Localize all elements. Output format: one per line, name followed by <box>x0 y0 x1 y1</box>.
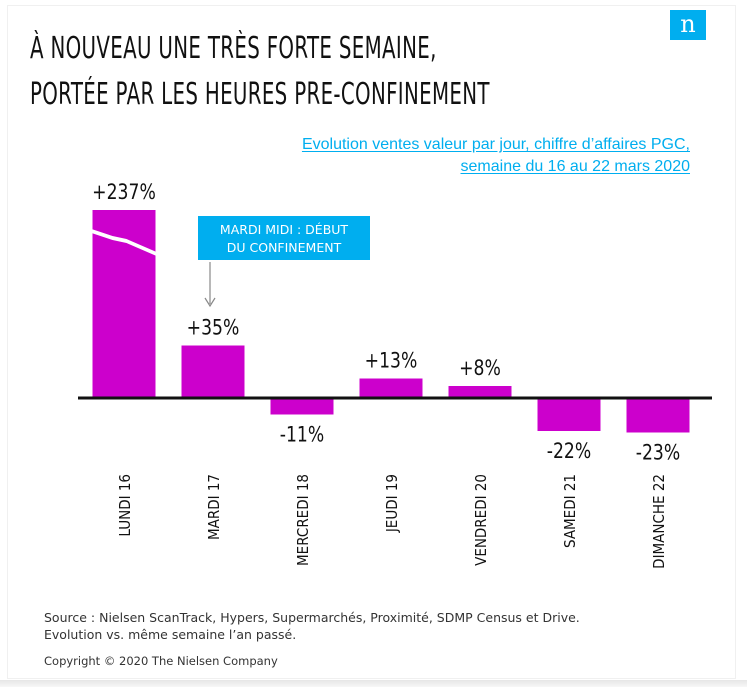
value-label: +237% <box>92 179 156 204</box>
value-label: -23% <box>636 440 680 465</box>
value-label: +35% <box>187 315 240 340</box>
callout-line-2: DU CONFINEMENT <box>226 240 342 255</box>
category-label: MERCREDI 18 <box>295 474 312 566</box>
value-label: -11% <box>280 422 324 447</box>
category-label: VENDREDI 20 <box>473 474 490 566</box>
category-labels-group: LUNDI 16 MARDI 17 MERCREDI 18 JEUDI 19 VENDR… <box>117 474 668 569</box>
bar-jeudi-19 <box>359 378 423 398</box>
category-label: SAMEDI 21 <box>562 474 579 548</box>
bar-mercredi-18 <box>270 398 334 415</box>
subtitle-line-2[interactable]: semaine du 16 au 22 mars 2020 <box>460 158 690 175</box>
callout-lockdown: MARDI MIDI : DÉBUT DU CONFINEMENT <box>198 216 370 260</box>
bar-samedi-21 <box>537 398 601 431</box>
bar-vendredi-20 <box>448 386 512 398</box>
value-label: +13% <box>365 348 418 373</box>
copyright-text: Copyright © 2020 The Nielsen Company <box>44 654 278 668</box>
value-label: +8% <box>459 355 501 380</box>
value-label: -22% <box>547 438 591 463</box>
card-shadow <box>0 680 747 687</box>
axis-break-mark <box>91 229 157 256</box>
chart-title-line-1: À NOUVEAU UNE TRÈS FORTE SEMAINE, <box>30 31 437 66</box>
category-label: MARDI 17 <box>206 474 223 540</box>
chart-title-line-2: PORTÉE PAR LES HEURES PRE-CONFINEMENT <box>30 77 490 112</box>
bar-mardi-17 <box>181 345 245 398</box>
chart-subtitle[interactable]: Evolution ventes valeur par jour, chiffr… <box>190 134 690 178</box>
bars-group <box>91 210 690 433</box>
callout-arrow <box>204 262 216 308</box>
callout-line-1: MARDI MIDI : DÉBUT <box>219 222 349 237</box>
nielsen-logo-icon: n <box>670 10 706 40</box>
value-labels-group: +237% +35% -11% +13% +8% -22% -23% <box>92 179 680 465</box>
bar-dimanche-22 <box>626 398 690 433</box>
category-label: DIMANCHE 22 <box>651 474 668 569</box>
source-line-1: Source : Nielsen ScanTrack, Hypers, Supe… <box>44 610 580 625</box>
category-label: JEUDI 19 <box>384 474 401 533</box>
bar-lundi-16 <box>92 210 156 398</box>
source-line-2: Evolution vs. même semaine l’an passé. <box>44 627 297 642</box>
category-label: LUNDI 16 <box>117 474 134 537</box>
source-note: Source : Nielsen ScanTrack, Hypers, Supe… <box>44 609 694 643</box>
subtitle-line-1[interactable]: Evolution ventes valeur par jour, chiffr… <box>301 136 690 153</box>
